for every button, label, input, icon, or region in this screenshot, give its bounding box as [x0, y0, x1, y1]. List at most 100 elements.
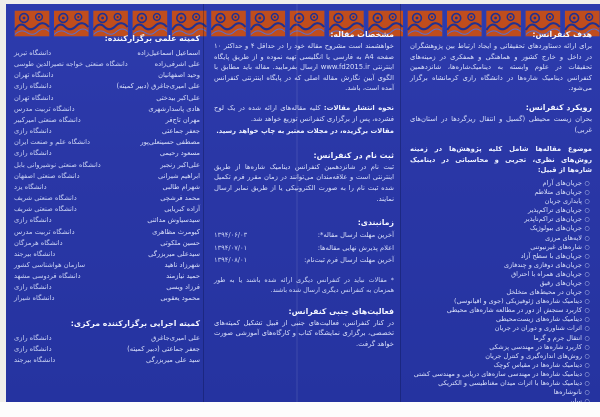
bullet-icon: ○ [584, 216, 590, 224]
topic-label: کاربرد شاره‌ها در مهندسی پزشکی [489, 342, 582, 351]
topic-label: لایه‌های مرزی [545, 233, 582, 242]
committee-member-row: ابراهیم شیرانی دانشگاه صنعتی اصفهان [14, 171, 200, 182]
member-name: سیدعلی میربزرگی [148, 249, 200, 258]
registration-title: ثبت نام در کنفرانس: [313, 150, 394, 160]
committee-member-row: مسعود رحیمی دانشگاه رازی [14, 148, 200, 159]
publication-text: کلیه مقاله‌های ارائه شده در یک لوح فشرده… [214, 103, 394, 123]
topic-item: ○ لایه‌های مرزی [410, 234, 592, 243]
member-name: اسماعیل اسماعیل‌زاده [137, 49, 200, 57]
committee-member-row: اسماعیل اسماعیل‌زاده دانشگاه تبریز [14, 48, 200, 59]
paper-specs-body: خواهشمند است مشروح مقاله خود را در حداقل… [214, 42, 394, 93]
registration-body: ثبت نام در شانزدهمین کنفرانس دینامیک شار… [214, 162, 394, 203]
brochure-page: هدف کنفرانس: برای ارائه دستاوردهای تحقیق… [6, 4, 600, 405]
member-name: فرزاد ویسی [166, 283, 200, 292]
executive-committee-list: علی امیری‌جاغرق دانشگاه رازی جعفر جماعتی… [14, 333, 200, 366]
member-affiliation: دانشگاه صنعتی اصفهان [14, 171, 80, 180]
bullet-icon: ○ [584, 389, 590, 397]
committee-member-row: حسین ملکوتی دانشگاه هرمزگان [14, 238, 200, 249]
schedule-label: آخرین مهلت ارسال فرم ثبت‌نام: [304, 256, 394, 265]
committee-member-row: محمد فرشچی دانشگاه صنعتی شریف [14, 193, 200, 204]
bullet-icon: ○ [584, 270, 590, 278]
topic-item: ○ کاربرد شاره‌ها در مهندسی پزشکی [410, 343, 592, 352]
scan-streak [296, 4, 298, 402]
committee-member-row: سیدعلی میربزرگی دانشگاه بیرجند [14, 249, 200, 260]
scientific-committee-title: کمیته علمی برگزارکننده: [104, 34, 200, 43]
topic-item: ○ نانوشاره‌ها [410, 388, 592, 397]
member-affiliation: دانشگاه رازی [14, 82, 52, 91]
topic-item: ○ پایداری جریان [410, 197, 592, 206]
topic-item: ○ دینامیک شاره‌ها در مقیاس کوچک [410, 361, 592, 370]
topic-item: ○ جریان‌های تراکم‌پذیر [410, 206, 592, 215]
member-name: مصطفی حسینعلی‌پور [140, 138, 200, 147]
bullet-icon: ○ [584, 325, 590, 333]
section-schedule: زمانبندی: آخرین مهلت ارسال مقاله*: ۱۳۹۴/… [214, 218, 394, 295]
fold-line [400, 4, 401, 402]
topic-label: دینامیک شاره‌های زیست‌محیطی [495, 315, 582, 324]
topic-label: جریان‌های متلاطم [534, 188, 582, 197]
committee-member-row: هادی پاسدارشهری دانشگاه تربیت مدرس [14, 104, 200, 115]
member-name: ابراهیم شیرانی [158, 171, 200, 180]
bullet-icon: ○ [582, 397, 592, 406]
section-registration: ثبت نام در کنفرانس: ثبت نام در شانزدهمین… [214, 151, 394, 204]
topic-label: جریان در محیط‌های متخلخل [506, 288, 582, 297]
schedule-rows: آخرین مهلت ارسال مقاله*: ۱۳۹۴/۰۶/۰۳ اعلا… [214, 229, 394, 267]
topic-item: ○ جریان‌های تراکم‌ناپذیر [410, 215, 592, 224]
panel-committees: کمیته علمی برگزارکننده: اسماعیل اسماعیل‌… [14, 34, 200, 366]
topic-item: ○ اثرات شناوری و دوران در جریان [410, 324, 592, 333]
schedule-title: زمانبندی: [357, 218, 394, 228]
member-affiliation: دانشگاه صنعتی نوشیروانی بابل [14, 160, 101, 169]
topic-item: ○ جریان‌های دوفازی و چندفازی [410, 261, 592, 270]
topic-label: کاربرد سنجش از دور در مطالعه شاره‌های مح… [446, 306, 582, 315]
topic-item: ○ جریان‌های با سطح آزاد [410, 252, 592, 261]
topics-list: ○ جریان‌های آرام ○ جریان‌های متلاطم ○ پا… [410, 179, 592, 406]
schedule-footnote: * مقالات نباید در کنفرانس دیگری ارائه شد… [214, 275, 394, 294]
goal-title: هدف کنفرانس: [532, 30, 592, 39]
panel-paper-info: مشخصات مقاله: خواهشمند است مشروح مقاله خ… [214, 30, 394, 358]
topic-label: روش‌های اندازه‌گیری و کنترل جریان [485, 351, 582, 360]
member-affiliation: دانشگاه رازی [14, 283, 52, 292]
bullet-icon: ○ [584, 189, 590, 197]
scientific-committee-list: اسماعیل اسماعیل‌زاده دانشگاه تبریز علی ا… [14, 48, 200, 305]
committee-member-row: محمود یعقوبی دانشگاه شیراز [14, 293, 200, 304]
member-affiliation: دانشگاه رازی [14, 127, 52, 136]
committee-member-row: علی‌اکبر رنجبر دانشگاه صنعتی نوشیروانی ب… [14, 160, 200, 171]
bullet-icon: ○ [584, 289, 590, 297]
member-affiliation: دانشگاه بیرجند [14, 355, 56, 364]
member-name: حمید نیازمند [166, 272, 200, 281]
committee-member-row: آزاده کبریایی دانشگاه صنعتی شریف [14, 204, 200, 215]
member-name: محمود یعقوبی [160, 294, 200, 303]
topic-item: ○ شاره‌های غیرنیوتنی [410, 243, 592, 252]
section-executive-committee: کمیته اجرایی برگزارکننده مرکزی: علی امیر… [14, 319, 200, 366]
bullet-icon: ○ [584, 261, 590, 269]
member-name: محمد فرشچی [160, 194, 200, 203]
bullet-icon: ○ [584, 361, 590, 369]
fold-line [203, 4, 204, 402]
member-name: مهران تاج‌فر [165, 115, 200, 124]
member-name: شهرام طالبی [162, 182, 201, 191]
bullet-icon: ○ [584, 298, 590, 306]
section-publication: نحوه انتشار مقالات: کلیه مقاله‌های ارائه… [214, 103, 394, 137]
committee-member-row: جعفر جماعتی دانشگاه رازی [14, 126, 200, 137]
topic-label: دینامیک شاره‌ها در مقیاس کوچک [493, 360, 582, 369]
committee-member-row: مهران تاج‌فر دانشگاه صنعتی امیرکبیر [14, 115, 200, 126]
member-name: جعفر جماعتی (دبیر کمیته) [127, 344, 200, 353]
member-name: سیدسیاوش مدائنی [147, 216, 200, 225]
topic-item: ○ دینامیک شاره‌های ژئوفیزیکی (جوی و اقیا… [410, 297, 592, 306]
bullet-icon: ○ [584, 207, 590, 215]
topic-item: ○ روش‌های اندازه‌گیری و کنترل جریان [410, 352, 592, 361]
schedule-row: آخرین مهلت ارسال مقاله*: ۱۳۹۴/۰۶/۰۳ [214, 229, 394, 242]
schedule-date: ۱۳۹۴/۰۸/۰۱ [214, 256, 248, 265]
member-name: حسین ملکوتی [160, 238, 200, 247]
goal-body: برای ارائه دستاوردهای تحقیقاتی و ایجاد ا… [410, 42, 592, 93]
member-affiliation: دانشگاه رازی [14, 149, 52, 158]
topic-label: جریان‌های تراکم‌پذیر [528, 206, 582, 215]
member-name: علی‌اکبر بیدختی [156, 93, 200, 102]
member-name: علی امیری‌جاغرق (دبیر کمیته) [116, 82, 200, 91]
topic-label: انتقال جرم و گرما [533, 333, 582, 342]
bullet-icon: ○ [584, 179, 590, 187]
scan-edge-top [0, 0, 600, 4]
bullet-icon: ○ [584, 370, 590, 378]
topic-item: ○ جریان‌های رقیق [410, 279, 592, 288]
committee-member-row: علی‌اکبر بیدختی دانشگاه تهران [14, 93, 200, 104]
schedule-date: ۱۳۹۴/۰۶/۰۳ [214, 231, 248, 240]
